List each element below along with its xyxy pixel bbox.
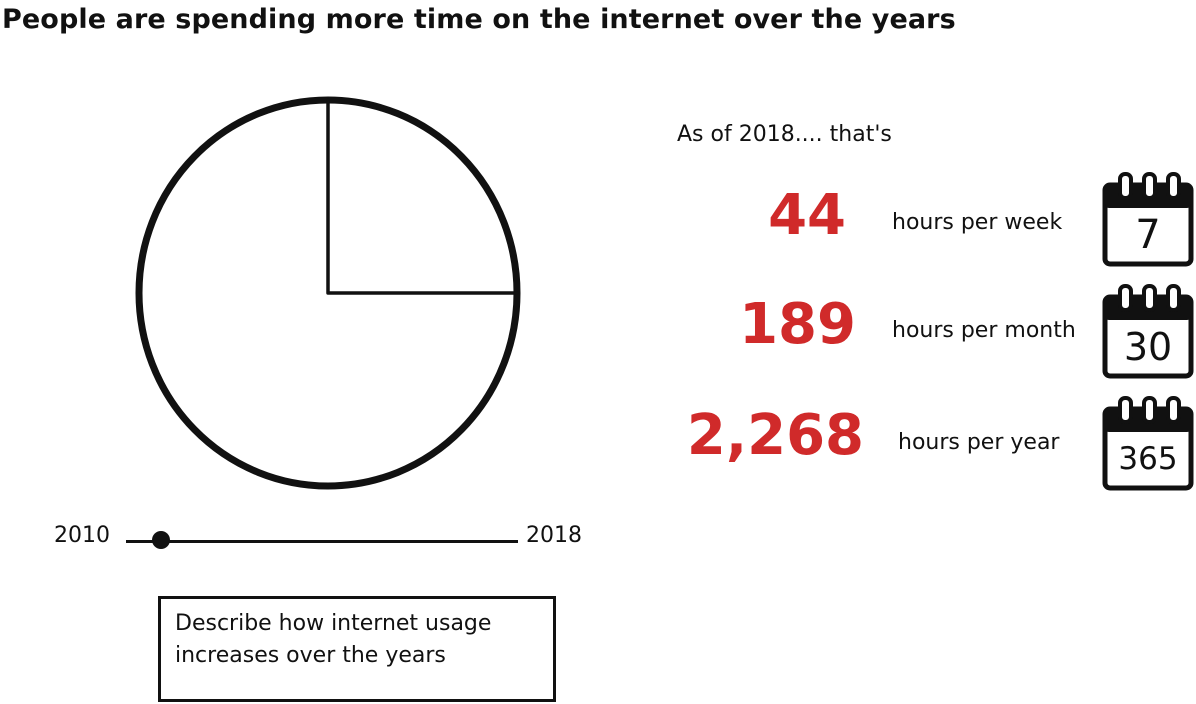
pie-slice-boundary — [326, 98, 519, 295]
timeline-end-label: 2018 — [526, 523, 582, 548]
calendar-year-number: 365 — [1118, 440, 1178, 477]
stat-label-month: hours per month — [892, 318, 1076, 343]
year-slider[interactable] — [126, 530, 518, 552]
textbox-line-2: increases over the years — [175, 643, 446, 668]
stat-number-year: 2,268 — [686, 403, 864, 468]
stats-intro: As of 2018.... that's — [677, 122, 892, 147]
calendar-year-icon: 365 — [1102, 396, 1194, 492]
page-title: People are spending more time on the int… — [2, 4, 956, 35]
stat-label-week: hours per week — [892, 210, 1063, 235]
stat-number-month: 189 — [739, 292, 856, 357]
stat-label-year: hours per year — [898, 430, 1060, 455]
calendar-week-number: 7 — [1135, 212, 1161, 258]
calendar-month-icon: 30 — [1102, 284, 1194, 380]
calendar-month-number: 30 — [1123, 325, 1173, 369]
calendar-week-icon: 7 — [1102, 172, 1194, 268]
slider-track-line — [126, 540, 518, 543]
stat-number-week: 44 — [768, 183, 846, 248]
pie-chart — [132, 90, 528, 490]
textbox-line-1: Describe how internet usage — [175, 611, 492, 636]
slider-handle[interactable] — [152, 531, 171, 549]
timeline-start-label: 2010 — [54, 523, 110, 548]
pie-chart-svg — [135, 96, 521, 490]
description-textbox[interactable]: Describe how internet usage increases ov… — [158, 596, 556, 702]
